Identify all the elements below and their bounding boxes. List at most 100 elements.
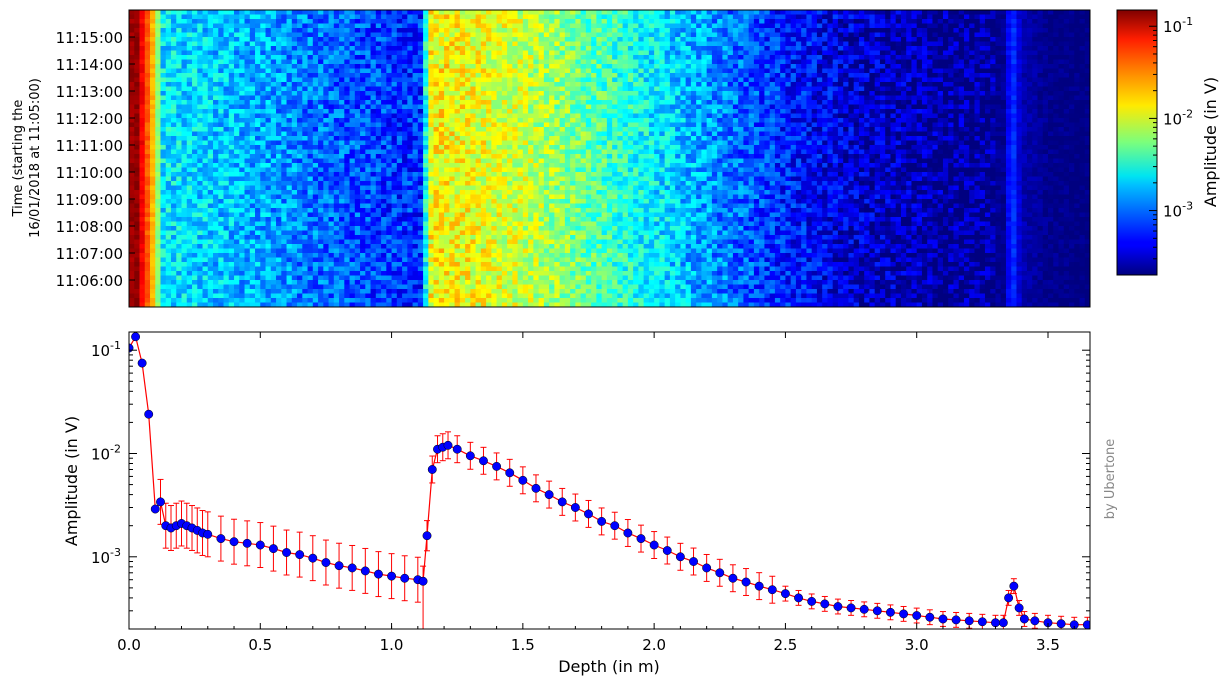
heatmap-cell	[722, 19, 729, 24]
heatmap-cell	[386, 50, 392, 56]
heatmap-cell	[890, 37, 897, 42]
heatmap-cell	[1084, 73, 1091, 78]
heatmap-cell	[559, 32, 566, 38]
heatmap-cell	[937, 122, 944, 128]
heatmap-cell	[974, 113, 981, 119]
heatmap-cell	[675, 100, 681, 105]
heatmap-cell	[365, 41, 371, 47]
heatmap-cell	[837, 32, 844, 38]
heatmap-cell	[606, 10, 613, 15]
heatmap-cell	[738, 50, 744, 56]
heatmap-cell	[155, 32, 161, 38]
heatmap-cell	[1021, 68, 1028, 74]
heatmap-cell	[423, 118, 429, 123]
heatmap-cell	[816, 82, 823, 87]
heatmap-cell	[790, 19, 797, 24]
heatmap-cell	[318, 73, 324, 78]
heatmap-cell	[517, 50, 524, 56]
heatmap-cell	[921, 113, 928, 119]
heatmap-cell	[1042, 100, 1049, 105]
heatmap-cell	[239, 10, 245, 15]
heatmap-cell	[832, 95, 839, 101]
heatmap-cell	[564, 14, 571, 20]
heatmap-cell	[270, 23, 277, 29]
heatmap-cell	[438, 127, 445, 132]
heatmap-cell	[937, 37, 944, 42]
heatmap-cell	[764, 64, 771, 69]
heatmap-cell	[832, 91, 839, 96]
heatmap-cell	[391, 50, 398, 56]
heatmap-cell	[1084, 64, 1091, 69]
heatmap-cell	[370, 91, 377, 96]
heatmap-cell	[375, 55, 382, 60]
heatmap-cell	[969, 109, 975, 114]
heatmap-cell	[738, 95, 744, 101]
heatmap-cell	[192, 104, 198, 110]
heatmap-cell	[785, 41, 792, 47]
heatmap-cell	[748, 41, 755, 47]
heatmap-cell	[606, 95, 613, 101]
heatmap-cell	[1026, 113, 1033, 119]
heatmap-cell	[260, 91, 266, 96]
heatmap-cell	[302, 37, 308, 42]
heatmap-cell	[360, 32, 366, 38]
heatmap-cell	[780, 37, 786, 42]
heatmap-cell	[160, 23, 167, 29]
heatmap-cell	[1079, 86, 1086, 92]
heatmap-cell	[869, 86, 876, 92]
heatmap-cell	[680, 86, 687, 92]
heatmap-cell	[202, 113, 209, 119]
heatmap-cell	[790, 46, 797, 51]
heatmap-cell	[228, 41, 235, 47]
heatmap-cell	[349, 100, 356, 105]
heatmap-cell	[276, 59, 282, 65]
heatmap-cell	[633, 82, 639, 87]
heatmap-cell	[816, 41, 823, 47]
heatmap-cell	[265, 14, 272, 20]
heatmap-cell	[680, 68, 687, 74]
heatmap-cell	[1016, 68, 1023, 74]
heatmap-cell	[281, 127, 287, 132]
heatmap-cell	[465, 14, 471, 20]
heatmap-cell	[738, 28, 744, 33]
heatmap-cell	[239, 77, 245, 83]
heatmap-cell	[339, 113, 345, 119]
heatmap-cell	[307, 68, 314, 74]
heatmap-cell	[444, 19, 450, 24]
heatmap-cell	[234, 37, 240, 42]
heatmap-cell	[339, 91, 345, 96]
heatmap-cells	[129, 10, 1091, 308]
heatmap-cell	[706, 86, 713, 92]
heatmap-cell	[517, 118, 524, 123]
heatmap-cell	[312, 73, 319, 78]
heatmap-cell	[654, 23, 660, 29]
heatmap-cell	[507, 95, 513, 101]
heatmap-cell	[701, 77, 708, 83]
heatmap-cell	[711, 28, 718, 33]
heatmap-cell	[701, 50, 708, 56]
heatmap-cell	[680, 64, 687, 69]
heatmap-cell	[223, 91, 230, 96]
heatmap-cell	[575, 104, 582, 110]
heatmap-cell	[549, 77, 555, 83]
heatmap-cell	[249, 10, 256, 15]
heatmap-cell	[1068, 77, 1075, 83]
heatmap-cell	[176, 28, 182, 33]
heatmap-cell	[680, 14, 687, 20]
heatmap-cell	[790, 32, 797, 38]
heatmap-cell	[286, 19, 293, 24]
heatmap-cell	[360, 82, 366, 87]
heatmap-cell	[685, 100, 692, 105]
heatmap-cell	[680, 46, 687, 51]
heatmap-cell	[612, 91, 618, 96]
heatmap-cell	[454, 82, 461, 87]
heatmap-cell	[596, 127, 603, 132]
heatmap-cell	[333, 41, 340, 47]
heatmap-cell	[727, 37, 734, 42]
heatmap-cell	[643, 100, 650, 105]
heatmap-cell	[1058, 32, 1065, 38]
heatmap-cell	[843, 32, 849, 38]
heatmap-cell	[764, 118, 771, 123]
heatmap-cell	[774, 127, 781, 132]
heatmap-cell	[764, 122, 771, 128]
